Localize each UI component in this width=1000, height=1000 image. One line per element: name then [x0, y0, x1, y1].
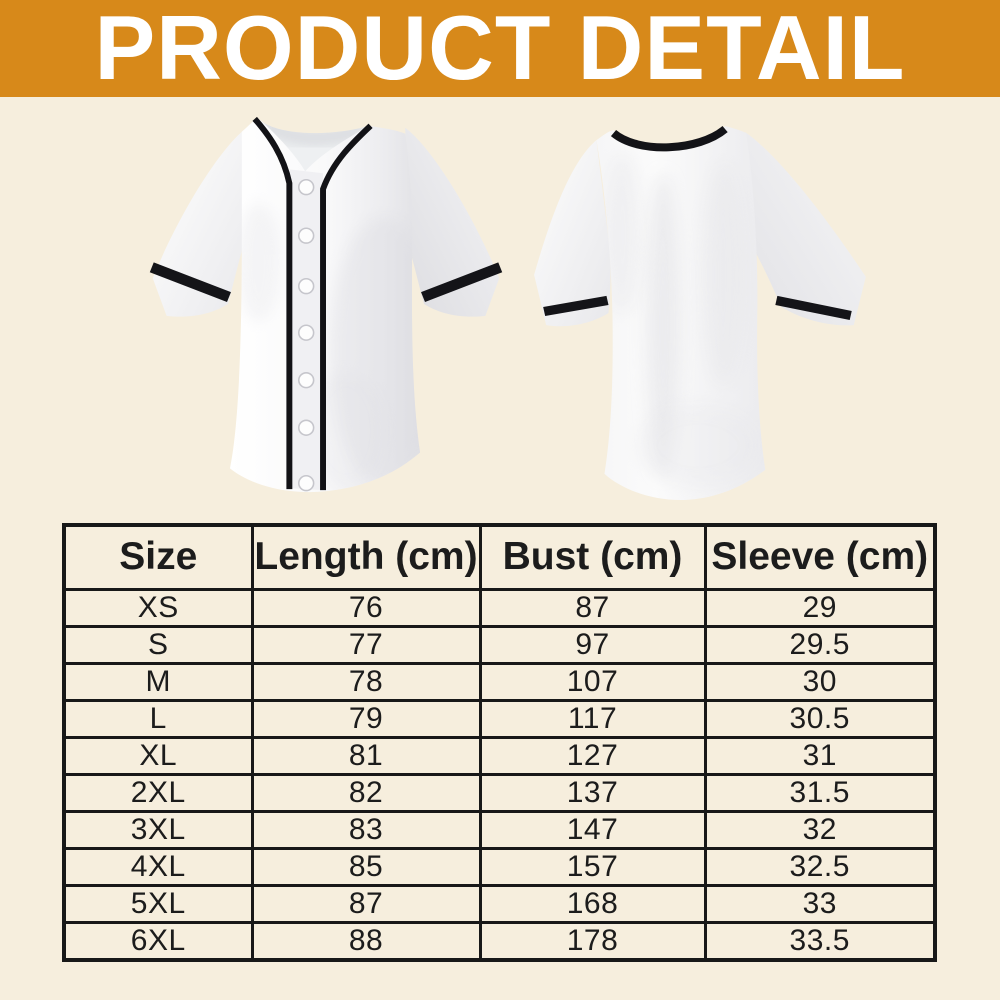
cell-size: XS: [62, 587, 254, 628]
cell-measurement: 137: [478, 772, 707, 813]
size-chart-section: Size Length (cm) Bust (cm) Sleeve (cm) X…: [0, 523, 1000, 962]
cell-measurement: 30.5: [703, 698, 937, 739]
cell-measurement: 117: [478, 698, 707, 739]
back-left-cuff-stripe-icon: [543, 295, 609, 317]
size-chart-row: 3XL 83 147 32: [62, 809, 937, 850]
front-right-cuff-stripe-icon: [421, 262, 503, 302]
cell-measurement: 32.5: [703, 846, 937, 887]
cell-measurement: 88: [250, 920, 482, 961]
jersey-back-image: [534, 125, 866, 501]
button-icon: [297, 178, 315, 196]
product-detail-page: PRODUCT DETAIL: [0, 0, 1000, 962]
cell-size: 3XL: [62, 809, 254, 850]
cell-size: 6XL: [62, 920, 254, 961]
size-chart-row: L 79 117 30.5: [62, 698, 937, 739]
cell-measurement: 33: [703, 883, 937, 924]
front-left-collar-piping-icon: [252, 116, 293, 490]
cell-size: L: [62, 698, 254, 739]
cell-size: 2XL: [62, 772, 254, 813]
cell-measurement: 168: [478, 883, 707, 924]
button-icon: [297, 419, 315, 436]
cell-measurement: 178: [478, 920, 707, 961]
size-chart-body: XS 76 87 29 S 77 97 29.5 M 78 107 30 L 79 117 30.5 XL 81 1…: [62, 587, 937, 961]
front-body-shading: [236, 203, 421, 491]
cell-measurement: 157: [478, 846, 707, 887]
cell-measurement: 85: [250, 846, 482, 887]
size-chart-table: Size Length (cm) Bust (cm) Sleeve (cm) X…: [62, 523, 937, 962]
cell-size: 5XL: [62, 883, 254, 924]
cell-measurement: 82: [250, 772, 482, 813]
size-chart-row: 2XL 82 137 31.5: [62, 772, 937, 813]
front-right-collar-piping-icon: [320, 123, 373, 491]
column-header-length: Length (cm): [250, 523, 482, 591]
front-left-sleeve: [149, 127, 247, 317]
size-chart-row: S 77 97 29.5: [62, 624, 937, 665]
button-icon: [297, 371, 315, 389]
front-left-cuff-stripe-icon: [149, 262, 231, 302]
size-chart-row: M 78 107 30: [62, 661, 937, 702]
cell-size: 4XL: [62, 846, 254, 887]
size-chart-row: 5XL 87 168 33: [62, 883, 937, 924]
cell-measurement: 30: [703, 661, 937, 702]
cell-measurement: 97: [478, 624, 707, 665]
jersey-front-image: [149, 116, 503, 493]
front-neck-interior: [257, 117, 369, 174]
front-right-sleeve: [405, 127, 503, 317]
back-right-sleeve: [745, 132, 866, 326]
column-header-sleeve: Sleeve (cm): [703, 523, 937, 591]
cell-measurement: 87: [478, 587, 707, 628]
cell-measurement: 77: [250, 624, 482, 665]
size-chart-row: XL 81 127 31: [62, 735, 937, 776]
cell-measurement: 29.5: [703, 624, 937, 665]
cell-measurement: 78: [250, 661, 482, 702]
back-collar-trim-icon: [610, 125, 728, 152]
size-chart-row: XS 76 87 29: [62, 587, 937, 628]
page-title: PRODUCT DETAIL: [94, 0, 906, 99]
cell-measurement: 33.5: [703, 920, 937, 961]
cell-size: S: [62, 624, 254, 665]
front-buttons: [297, 178, 315, 492]
button-icon: [297, 324, 315, 341]
size-chart-header-row: Size Length (cm) Bust (cm) Sleeve (cm): [62, 523, 937, 591]
cell-measurement: 147: [478, 809, 707, 850]
size-chart-row: 6XL 88 178 33.5: [62, 920, 937, 961]
header-banner: PRODUCT DETAIL: [0, 0, 1000, 97]
cell-measurement: 31: [703, 735, 937, 776]
back-right-cuff-stripe-icon: [775, 295, 852, 321]
cell-measurement: 29: [703, 587, 937, 628]
cell-size: M: [62, 661, 254, 702]
product-images-section: [0, 97, 1000, 523]
back-left-sleeve: [534, 140, 611, 327]
cell-measurement: 79: [250, 698, 482, 739]
cell-measurement: 76: [250, 587, 482, 628]
button-icon: [297, 227, 315, 244]
cell-measurement: 83: [250, 809, 482, 850]
cell-measurement: 87: [250, 883, 482, 924]
cell-measurement: 107: [478, 661, 707, 702]
button-icon: [297, 474, 315, 492]
back-body-shading: [604, 154, 759, 486]
cell-measurement: 31.5: [703, 772, 937, 813]
cell-measurement: 81: [250, 735, 482, 776]
button-icon: [297, 277, 315, 295]
column-header-size: Size: [62, 523, 254, 591]
cell-size: XL: [62, 735, 254, 776]
column-header-bust: Bust (cm): [478, 523, 707, 591]
size-chart-row: 4XL 85 157 32.5: [62, 846, 937, 887]
cell-measurement: 127: [478, 735, 707, 776]
cell-measurement: 32: [703, 809, 937, 850]
